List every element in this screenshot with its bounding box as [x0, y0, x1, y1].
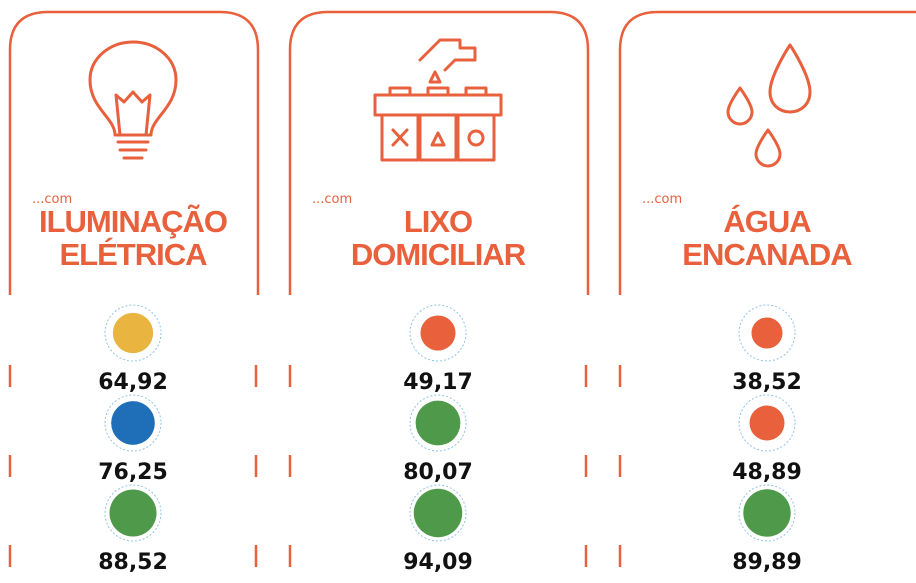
- water-drops-icon: [726, 43, 812, 168]
- value-circle: [743, 489, 791, 537]
- prefix: ...com: [642, 192, 682, 207]
- value-circle: [751, 317, 783, 349]
- value-label: 80,07: [403, 460, 473, 485]
- panel-title: ELÉTRICA: [60, 237, 208, 272]
- value-circle: [415, 400, 461, 446]
- recycling-bins-icon: [373, 38, 503, 162]
- ring: [104, 484, 162, 542]
- value-label: 94,09: [403, 550, 473, 575]
- prefix: ...com: [312, 192, 352, 207]
- prefix: ...com: [32, 192, 72, 207]
- ring: [104, 394, 162, 452]
- ring: [409, 394, 467, 452]
- value-label: 76,25: [98, 460, 168, 485]
- value-label: 89,89: [732, 550, 802, 575]
- value-circle: [109, 489, 157, 537]
- value-label: 64,92: [98, 370, 168, 395]
- value-circle: [420, 315, 456, 351]
- panel-title: LIXO: [404, 204, 472, 239]
- value-label: 38,52: [732, 370, 802, 395]
- value-label: 48,89: [732, 460, 802, 485]
- panel-title: ILUMINAÇÃO: [39, 204, 227, 239]
- panel-frame: [618, 10, 916, 295]
- value-circle: [112, 312, 154, 354]
- ring: [409, 304, 467, 362]
- panel-frame: [8, 10, 260, 295]
- bulb-icon: [88, 40, 178, 160]
- ring: [409, 484, 467, 542]
- ring: [738, 484, 796, 542]
- ring: [738, 304, 796, 362]
- panel-title: ÁGUA: [723, 204, 811, 239]
- panel-title: DOMICILIAR: [351, 237, 526, 272]
- value-circle: [111, 401, 155, 445]
- value-label: 49,17: [403, 370, 473, 395]
- panel-title: ENCANADA: [682, 237, 852, 272]
- value-circle: [749, 405, 785, 441]
- ring: [738, 394, 796, 452]
- value-circle: [413, 488, 463, 538]
- panel-frame: [288, 10, 590, 295]
- ring: [104, 304, 162, 362]
- value-label: 88,52: [98, 550, 168, 575]
